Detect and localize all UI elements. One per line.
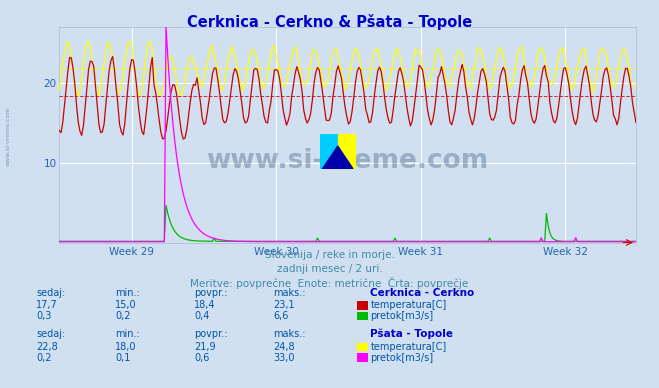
Text: 0,6: 0,6 [194,353,210,363]
Text: 24,8: 24,8 [273,342,295,352]
Text: 0,2: 0,2 [36,353,52,363]
Text: 6,6: 6,6 [273,311,289,321]
Text: www.si-vreme.com: www.si-vreme.com [206,148,489,174]
Text: www.si-vreme.com: www.si-vreme.com [5,106,11,166]
Text: pretok[m3/s]: pretok[m3/s] [370,311,434,321]
Text: Cerknica - Cerkno: Cerknica - Cerkno [370,288,474,298]
Text: min.:: min.: [115,329,140,339]
Text: maks.:: maks.: [273,329,306,339]
Text: pretok[m3/s]: pretok[m3/s] [370,353,434,363]
Text: temperatura[C]: temperatura[C] [370,300,447,310]
Text: Slovenija / reke in morje.: Slovenija / reke in morje. [264,250,395,260]
Text: 22,8: 22,8 [36,342,58,352]
Text: 18,0: 18,0 [115,342,137,352]
Text: 0,4: 0,4 [194,311,210,321]
Polygon shape [322,146,353,169]
Text: 33,0: 33,0 [273,353,295,363]
Text: Meritve: povprečne  Enote: metrične  Črta: povprečje: Meritve: povprečne Enote: metrične Črta:… [190,277,469,289]
Text: 15,0: 15,0 [115,300,137,310]
Text: maks.:: maks.: [273,288,306,298]
Bar [338,134,356,169]
Text: temperatura[C]: temperatura[C] [370,342,447,352]
Text: 0,1: 0,1 [115,353,130,363]
Text: 21,9: 21,9 [194,342,216,352]
Text: 0,3: 0,3 [36,311,51,321]
Text: 0,2: 0,2 [115,311,131,321]
Text: Cerknica - Cerkno & Pšata - Topole: Cerknica - Cerkno & Pšata - Topole [187,14,472,29]
Text: 23,1: 23,1 [273,300,295,310]
Text: zadnji mesec / 2 uri.: zadnji mesec / 2 uri. [277,264,382,274]
Text: povpr.:: povpr.: [194,329,228,339]
Text: sedaj:: sedaj: [36,329,65,339]
Bar [320,134,338,169]
Text: min.:: min.: [115,288,140,298]
Text: povpr.:: povpr.: [194,288,228,298]
Text: Pšata - Topole: Pšata - Topole [370,328,453,339]
Text: 17,7: 17,7 [36,300,58,310]
Text: 18,4: 18,4 [194,300,216,310]
Text: sedaj:: sedaj: [36,288,65,298]
